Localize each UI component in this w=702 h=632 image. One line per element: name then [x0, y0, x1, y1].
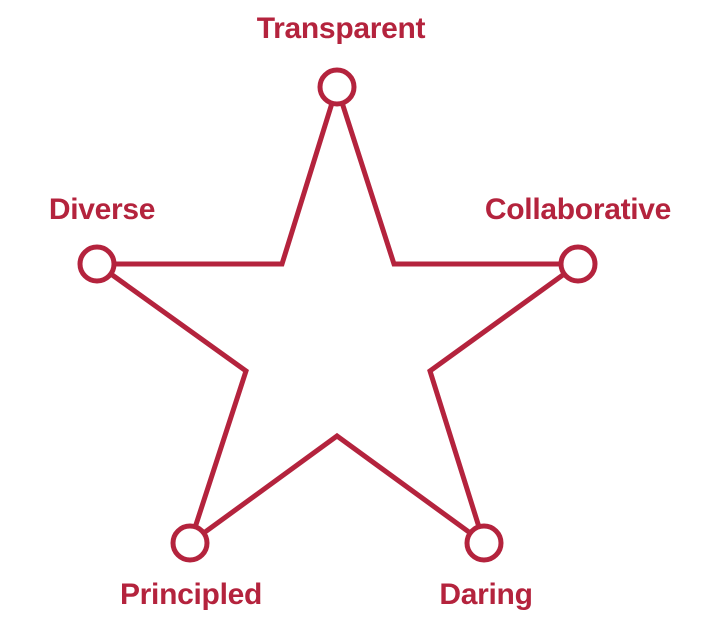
label-collaborative: Collaborative — [484, 193, 672, 226]
label-transparent: Transparent — [256, 12, 426, 45]
node-transparent — [317, 67, 357, 107]
node-collaborative — [558, 244, 598, 284]
star-shape — [89, 78, 586, 550]
node-principled — [170, 523, 210, 563]
label-diverse: Diverse — [48, 193, 156, 226]
node-diverse — [77, 244, 117, 284]
node-daring — [464, 523, 504, 563]
label-principled: Principled — [119, 578, 263, 611]
label-daring: Daring — [439, 578, 533, 611]
